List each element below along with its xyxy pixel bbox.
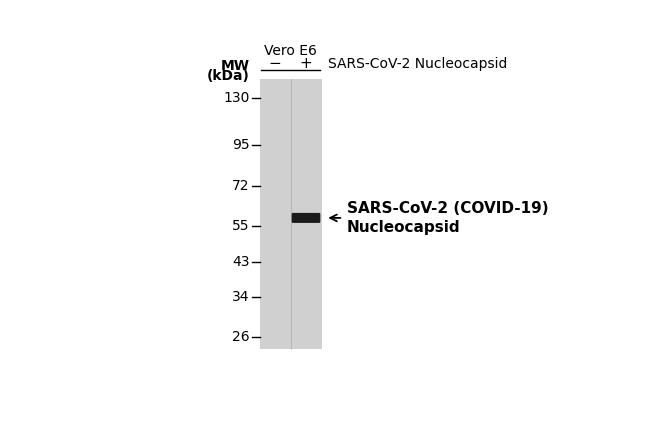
- Text: MW: MW: [220, 59, 250, 73]
- Text: 34: 34: [232, 290, 250, 304]
- Text: −: −: [268, 57, 281, 71]
- Text: 130: 130: [223, 91, 250, 106]
- Text: 26: 26: [232, 330, 250, 344]
- Text: (kDa): (kDa): [207, 69, 250, 83]
- FancyBboxPatch shape: [292, 213, 320, 223]
- Text: Vero E6: Vero E6: [264, 43, 317, 57]
- Bar: [259, 79, 322, 349]
- Text: SARS-CoV-2 Nucleocapsid: SARS-CoV-2 Nucleocapsid: [328, 57, 507, 71]
- Text: SARS-CoV-2 (COVID-19): SARS-CoV-2 (COVID-19): [347, 200, 549, 216]
- Text: 43: 43: [232, 255, 250, 269]
- Text: 95: 95: [232, 138, 250, 152]
- Text: +: +: [300, 57, 313, 71]
- Text: 55: 55: [232, 219, 250, 233]
- Text: Nucleocapsid: Nucleocapsid: [347, 220, 461, 235]
- Text: 72: 72: [232, 179, 250, 193]
